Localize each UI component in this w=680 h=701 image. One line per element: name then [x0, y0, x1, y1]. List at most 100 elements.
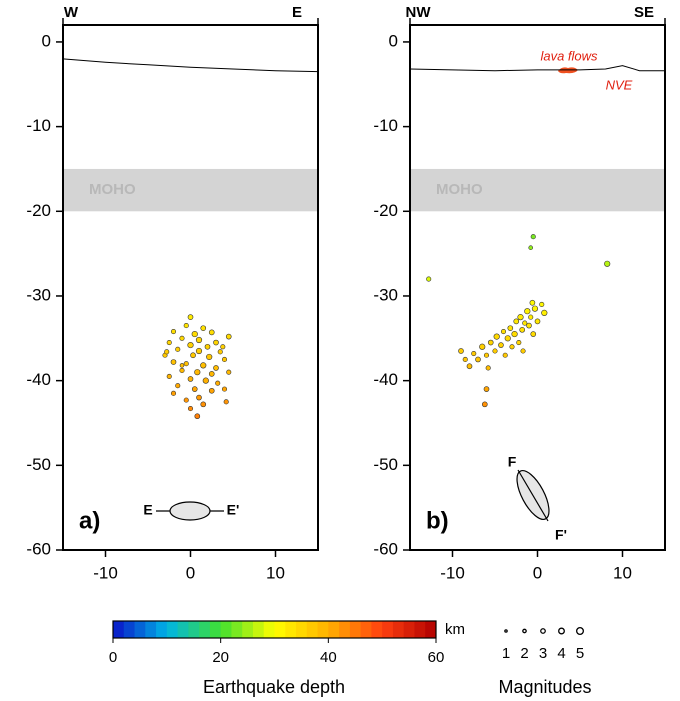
earthquake	[166, 373, 172, 379]
magnitude-symbol	[540, 628, 546, 634]
earthquake	[195, 336, 203, 344]
colorbar-unit: km	[445, 621, 465, 638]
direction-label: E	[292, 4, 302, 21]
earthquake	[534, 318, 541, 325]
earthquake	[528, 245, 533, 250]
colorbar-cell	[360, 621, 372, 638]
earthquake	[221, 386, 228, 392]
direction-label: SE	[634, 4, 654, 21]
earthquake	[195, 347, 203, 355]
earthquake	[191, 330, 198, 338]
annotation: NVE	[606, 77, 633, 92]
earthquake	[524, 308, 531, 315]
colorbar-cell	[296, 621, 308, 638]
colorbar-cell	[371, 621, 383, 638]
y-tick-label: -50	[26, 455, 51, 474]
earthquake	[170, 359, 177, 365]
panel-label: b)	[426, 507, 449, 534]
magnitude-symbol	[576, 627, 585, 636]
section-label: E	[143, 502, 152, 518]
earthquake	[221, 356, 228, 363]
colorbar-cell	[166, 621, 179, 638]
earthquake	[187, 406, 194, 412]
colorbar-cell	[317, 621, 329, 638]
earthquake	[196, 394, 202, 401]
earthquake	[187, 341, 194, 349]
earthquake	[179, 335, 185, 341]
earthquake	[225, 333, 232, 340]
section-ellipse	[169, 501, 211, 521]
colorbar-tick-label: 0	[109, 649, 117, 666]
earthquake	[175, 346, 181, 352]
magnitude-label: 1	[502, 645, 510, 662]
earthquake	[520, 348, 526, 354]
earthquake	[502, 352, 508, 358]
earthquake	[200, 325, 207, 331]
earthquake	[541, 309, 548, 317]
earthquake	[517, 314, 524, 321]
earthquake	[426, 276, 432, 282]
earthquake	[194, 413, 201, 420]
earthquake	[528, 314, 534, 320]
y-tick-label: -40	[26, 370, 51, 389]
earthquake	[530, 331, 537, 337]
y-tick-label: -10	[373, 116, 398, 135]
y-tick-label: -60	[373, 539, 398, 558]
earthquake	[187, 376, 194, 382]
earthquake	[492, 348, 498, 354]
moho-label: MOHO	[436, 181, 483, 198]
colorbar-cell	[414, 621, 426, 638]
colorbar-cell	[274, 621, 286, 638]
earthquake	[458, 348, 464, 354]
earthquake	[200, 362, 207, 369]
earthquake	[191, 386, 198, 392]
magnitude-label: 4	[557, 645, 565, 662]
colorbar-cell	[123, 621, 136, 638]
colorbar-cell	[339, 621, 351, 638]
earthquake	[483, 352, 490, 358]
y-tick-label: 0	[42, 31, 51, 50]
colorbar-cell	[199, 621, 211, 638]
earthquake	[519, 327, 526, 333]
colorbar-cell	[328, 621, 340, 638]
section-label: F	[508, 454, 517, 470]
earthquake	[466, 363, 473, 370]
colorbar-cell	[134, 621, 146, 638]
colorbar-cell	[392, 621, 405, 638]
colorbar-cell	[177, 621, 189, 638]
colorbar-title: Earthquake depth	[203, 677, 345, 697]
y-tick-label: -20	[373, 201, 398, 220]
magnitude-symbol	[522, 628, 527, 634]
earthquake	[507, 325, 514, 331]
magnitude-label: 2	[520, 645, 528, 662]
earthquake	[539, 301, 545, 307]
x-tick-label: 0	[533, 563, 542, 582]
earthquake	[164, 349, 170, 355]
earthquake	[485, 365, 491, 371]
colorbar-cell	[113, 621, 125, 638]
y-tick-label: -30	[373, 285, 398, 304]
panel-label: a)	[79, 507, 100, 534]
colorbar-cell	[145, 621, 157, 638]
earthquake	[471, 350, 477, 357]
earthquake	[194, 369, 201, 376]
colorbar-cell	[403, 621, 415, 638]
earthquake	[483, 386, 490, 392]
earthquake	[179, 363, 185, 368]
earthquake	[529, 299, 536, 306]
earthquake	[170, 328, 177, 335]
colorbar-cell	[220, 621, 232, 638]
earthquake	[190, 352, 196, 359]
moho-band	[63, 168, 318, 212]
colorbar-cell	[252, 621, 265, 638]
topography-line	[409, 65, 665, 72]
earthquake	[187, 314, 194, 320]
colorbar-cell	[188, 621, 200, 638]
earthquake	[170, 390, 177, 396]
earthquake	[208, 371, 215, 377]
colorbar-cell	[306, 621, 319, 638]
earthquake	[208, 329, 215, 336]
earthquake	[481, 401, 488, 408]
colorbar-cell	[382, 621, 394, 638]
